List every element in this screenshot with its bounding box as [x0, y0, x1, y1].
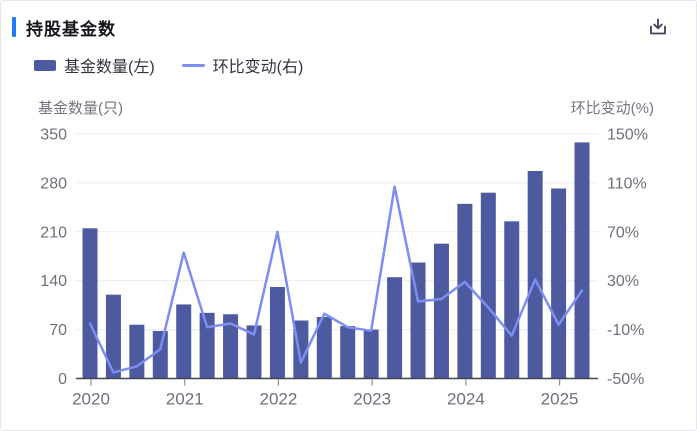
- page-title: 持股基金数: [26, 20, 116, 39]
- bar-2020Q2[interactable]: [105, 294, 121, 379]
- bar-2021Q3[interactable]: [223, 314, 239, 379]
- bar-2024Q4[interactable]: [527, 171, 543, 379]
- left-axis-tick-label: 140: [40, 273, 67, 290]
- bar-2022Q3[interactable]: [316, 317, 332, 379]
- right-axis-tick-label: 70%: [607, 224, 639, 241]
- bar-series-swatch: [34, 59, 56, 71]
- legend-item-bar-series[interactable]: 基金数量(左): [34, 53, 155, 77]
- chart-legend: 基金数量(左) 环比变动(右): [34, 53, 303, 77]
- line-series[interactable]: [88, 185, 584, 374]
- bar-2025Q2[interactable]: [574, 142, 590, 379]
- bar-2020Q4[interactable]: [152, 330, 168, 379]
- left-axis-title: 基金数量(只): [38, 100, 123, 117]
- bar-2023Q3[interactable]: [410, 262, 426, 379]
- line-series-swatch: [181, 63, 205, 67]
- right-axis-tick-label: -50%: [607, 371, 644, 388]
- legend-item-line-series[interactable]: 环比变动(右): [181, 53, 304, 77]
- bar-2021Q1[interactable]: [176, 304, 192, 379]
- x-axis-tick-label: 2022: [260, 390, 298, 409]
- left-axis-tick-label: 210: [40, 224, 67, 241]
- bar-2023Q1[interactable]: [363, 329, 379, 379]
- left-axis-tick-label: 350: [40, 127, 67, 144]
- legend-label: 环比变动(右): [212, 59, 304, 76]
- left-axis-tick-label: 0: [58, 371, 67, 388]
- download-icon: [650, 18, 666, 35]
- bar-2020Q1[interactable]: [82, 228, 98, 379]
- bar-2021Q2[interactable]: [199, 312, 215, 379]
- bar-2022Q4[interactable]: [340, 326, 356, 379]
- download-button[interactable]: [647, 16, 669, 38]
- bar-2021Q4[interactable]: [246, 325, 262, 379]
- bar-2023Q2[interactable]: [387, 277, 403, 379]
- bar-2023Q4[interactable]: [433, 243, 449, 379]
- right-axis-tick-label: 30%: [607, 273, 639, 290]
- x-axis-tick-label: 2025: [541, 390, 579, 409]
- chart-plot-area[interactable]: 2020 2021 2022 2023 2024 2025 0 70 140 210 280 350 -…: [1, 119, 697, 424]
- right-axis-tick-label: 150%: [607, 127, 648, 144]
- bar-2025Q1[interactable]: [551, 188, 567, 379]
- bar-2024Q2[interactable]: [480, 192, 496, 379]
- x-axis-tick-label: 2023: [353, 390, 391, 409]
- right-axis-tick-label: 110%: [607, 175, 647, 192]
- x-axis-tick-label: 2021: [166, 390, 204, 409]
- title-accent-bar: [12, 17, 16, 37]
- x-axis-tick-label: 2024: [447, 390, 485, 409]
- right-axis-title: 环比变动(%): [570, 100, 654, 117]
- bar-2024Q1[interactable]: [457, 203, 473, 379]
- bar-2020Q3[interactable]: [129, 324, 145, 379]
- x-axis-tick-label: 2020: [72, 390, 110, 409]
- right-axis-tick-label: -10%: [607, 322, 644, 339]
- left-axis-tick-label: 280: [40, 175, 67, 192]
- left-axis-tick-label: 70: [49, 322, 67, 339]
- bar-2022Q1[interactable]: [269, 286, 285, 379]
- bar-2024Q3[interactable]: [504, 221, 520, 379]
- legend-label: 基金数量(左): [64, 59, 155, 76]
